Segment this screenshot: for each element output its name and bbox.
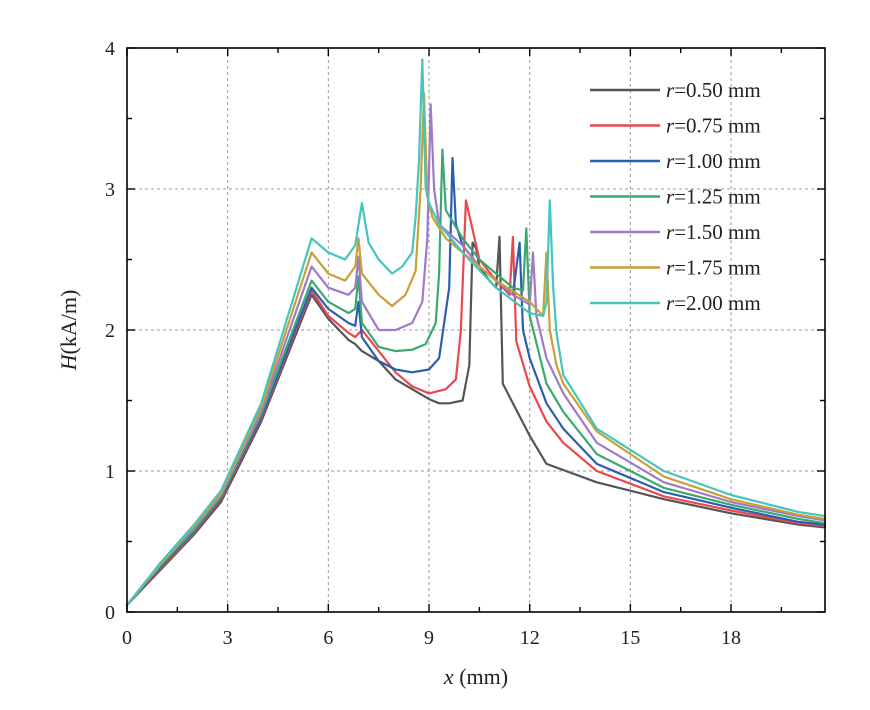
x-tick-label: 6	[323, 627, 333, 649]
y-tick-label: 3	[105, 179, 115, 201]
y-tick-label: 4	[105, 38, 115, 60]
y-tick-label: 0	[105, 602, 115, 624]
y-tick-label: 2	[105, 320, 115, 342]
legend-label: r=0.50 mm	[666, 78, 761, 102]
legend-label: r=1.75 mm	[666, 256, 761, 280]
series-line-4	[125, 103, 827, 607]
legend-label: r=0.75 mm	[666, 114, 761, 138]
series-line-3	[125, 148, 827, 607]
x-tick-label: 3	[223, 627, 233, 649]
x-tick-label: 12	[520, 627, 540, 649]
x-tick-label: 0	[122, 627, 132, 649]
y-axis-label: H(kA/m)	[56, 290, 81, 372]
grid	[127, 48, 825, 612]
series-line-2	[125, 156, 827, 607]
legend-label: r=1.50 mm	[666, 220, 761, 244]
series-layer	[125, 58, 827, 607]
legend-label: r=1.25 mm	[666, 185, 761, 209]
x-tick-label: 9	[424, 627, 434, 649]
x-axis-label: x (mm)	[443, 664, 508, 689]
y-tick-label: 1	[105, 461, 115, 483]
ticks	[126, 47, 825, 613]
legend-label: r=2.00 mm	[666, 291, 761, 315]
x-tick-label: 15	[620, 627, 640, 649]
series-line-0	[125, 235, 827, 607]
series-line-6	[125, 58, 827, 607]
x-tick-label: 18	[721, 627, 741, 649]
legend: r=0.50 mm r=0.75 mm r=1.00 mm r=1.25 mm r=1.…	[590, 78, 761, 315]
legend-label: r=1.00 mm	[666, 149, 761, 173]
